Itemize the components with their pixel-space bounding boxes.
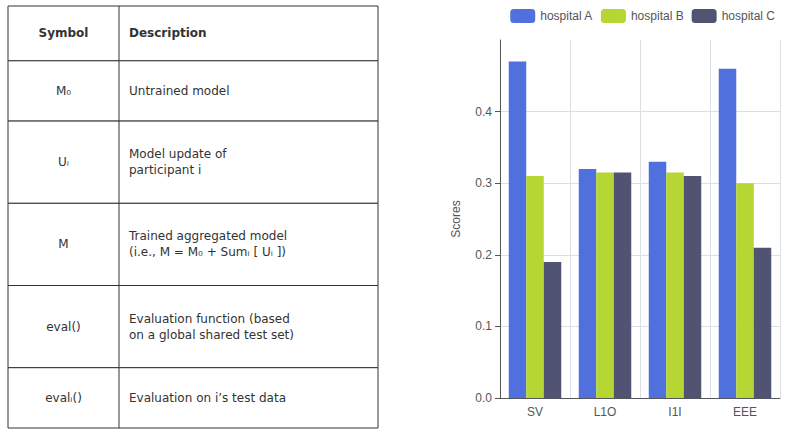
svg-text:hospital B: hospital B (631, 9, 684, 23)
svg-text:0.4: 0.4 (475, 105, 492, 119)
svg-text:hospital A: hospital A (540, 9, 592, 23)
svg-text:M: M (58, 237, 68, 251)
svg-text:EEE: EEE (733, 405, 757, 419)
svg-text:I1I: I1I (668, 405, 681, 419)
svg-text:Model update of: Model update of (129, 147, 227, 161)
svg-text:Trained aggregated model: Trained aggregated model (128, 229, 287, 243)
svg-text:Untrained model: Untrained model (129, 84, 230, 98)
svg-text:0.2: 0.2 (475, 248, 492, 262)
svg-text:M₀: M₀ (56, 84, 71, 98)
svg-text:hospital C: hospital C (722, 9, 776, 23)
svg-text:0.1: 0.1 (475, 319, 492, 333)
svg-text:Description: Description (129, 26, 207, 40)
svg-text:on a global shared test set): on a global shared test set) (129, 328, 294, 342)
svg-text:Uᵢ: Uᵢ (58, 155, 69, 169)
svg-text:eval(): eval() (46, 320, 81, 334)
svg-text:Scores: Scores (449, 200, 463, 237)
svg-text:SV: SV (527, 405, 543, 419)
svg-text:0.0: 0.0 (475, 391, 492, 405)
svg-text:Evaluation function (based: Evaluation function (based (129, 312, 290, 326)
svg-text:Evaluation on i’s test data: Evaluation on i’s test data (129, 391, 286, 405)
svg-text:0.3: 0.3 (475, 176, 492, 190)
svg-text:evalᵢ(): evalᵢ() (45, 391, 82, 405)
svg-text:(i.e., M = M₀ + Sumᵢ [ Uᵢ ]): (i.e., M = M₀ + Sumᵢ [ Uᵢ ]) (129, 245, 286, 259)
svg-text:participant i: participant i (129, 163, 201, 177)
svg-text:L1O: L1O (594, 405, 617, 419)
svg-text:Symbol: Symbol (39, 26, 89, 40)
